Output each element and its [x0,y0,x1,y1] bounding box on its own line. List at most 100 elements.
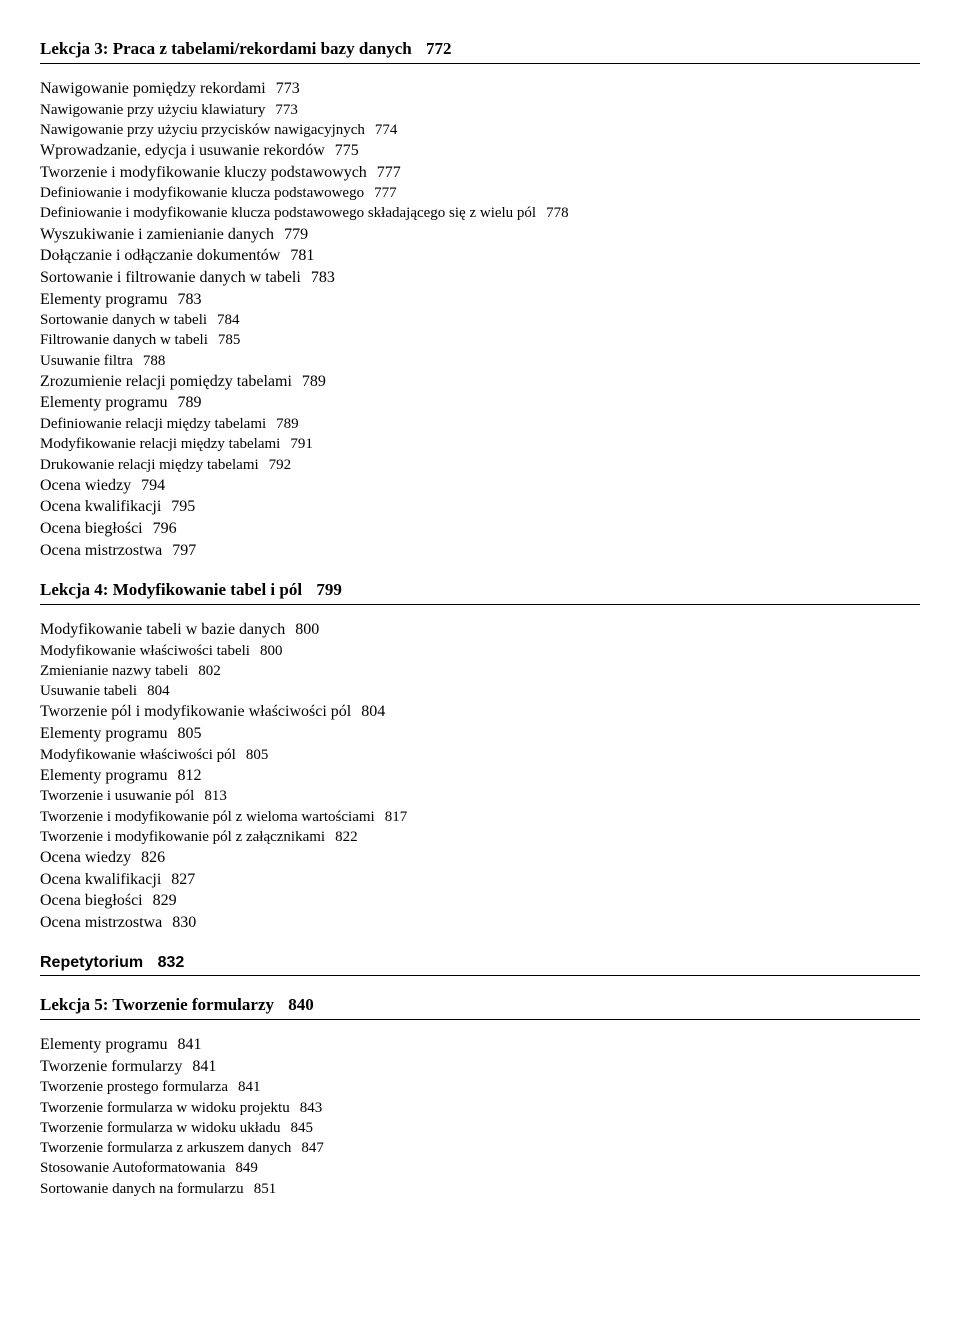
toc-entry-page: 783 [178,291,202,308]
toc-entry: Ocena biegłości829 [40,890,920,912]
toc-entry-title: Zmienianie nazwy tabeli [40,663,188,679]
toc-entry-title: Nawigowanie przy użyciu klawiatury [40,102,265,118]
toc-entry-page: 781 [290,247,314,264]
toc-entry: Definiowanie relacji między tabelami789 [40,414,920,434]
toc-entry-page: 813 [204,788,227,804]
toc-entry-title: Dołączanie i odłączanie dokumentów [40,247,280,264]
toc-entry-page: 788 [143,353,166,369]
toc-entry-page: 795 [171,498,195,515]
toc-entry-page: 841 [178,1036,202,1053]
toc-entry: Ocena mistrzostwa797 [40,540,920,562]
toc-entry-title: Modyfikowanie relacji między tabelami [40,436,280,452]
toc-entry-page: 805 [246,747,269,763]
toc-entry-page: 851 [254,1181,277,1197]
toc-entry: Tworzenie formularza w widoku projektu 84… [40,1098,920,1118]
toc-entry-title: Tworzenie i modyfikowanie pól z załączni… [40,829,325,845]
toc-entry-page: 826 [141,849,165,866]
toc-entry-title: Wyszukiwanie i zamienianie danych [40,226,274,243]
toc-entry-title: Sortowanie danych w tabeli [40,312,207,328]
lekcja5-title: Lekcja 5: Tworzenie formularzy [40,995,274,1014]
toc-entry-title: Usuwanie tabeli [40,683,137,699]
lekcja5-list: Elementy programu841 Tworzenie formularzy… [40,1034,920,1199]
toc-entry-title: Elementy programu [40,394,168,411]
toc-entry: Definiowanie i modyfikowanie klucza pods… [40,203,920,223]
toc-entry: Tworzenie prostego formularza841 [40,1077,920,1097]
toc-entry: Modyfikowanie właściwości pól805 [40,745,920,765]
toc-entry-page: 777 [374,185,397,201]
toc-entry: Zmienianie nazwy tabeli802 [40,661,920,681]
toc-entry-title: Ocena wiedzy [40,849,131,866]
toc-entry-page: 773 [275,102,298,118]
toc-entry-page: 800 [295,621,319,638]
toc-entry-page: 804 [361,703,385,720]
toc-entry: Elementy programu841 [40,1034,920,1056]
toc-entry-page: 778 [546,205,569,221]
toc-entry-page: 789 [302,373,326,390]
toc-entry: Modyfikowanie tabeli w bazie danych800 [40,619,920,641]
toc-entry: Tworzenie i modyfikowanie pól z załączni… [40,827,920,847]
toc-entry-title: Nawigowanie pomiędzy rekordami [40,80,266,97]
toc-entry-page: 843 [300,1100,323,1116]
toc-entry: Elementy programu 789 [40,392,920,414]
toc-entry-page: 841 [238,1079,261,1095]
toc-entry: Modyfikowanie relacji między tabelami 791 [40,434,920,454]
toc-entry: Ocena wiedzy794 [40,475,920,497]
toc-entry-title: Tworzenie formularzy [40,1058,182,1075]
toc-entry-title: Sortowanie danych na formularzu [40,1181,244,1197]
toc-entry-title: Stosowanie Autoformatowania [40,1160,225,1176]
toc-entry-title: Elementy programu [40,767,168,784]
toc-entry: Nawigowanie pomiędzy rekordami 773 [40,78,920,100]
toc-entry-title: Modyfikowanie właściwości tabeli [40,643,250,659]
toc-entry: Sortowanie i filtrowanie danych w tabeli… [40,267,920,289]
toc-entry-page: 791 [290,436,313,452]
toc-entry-page: 830 [172,914,196,931]
repet-title: Repetytorium [40,954,143,971]
lekcja3-list: Nawigowanie pomiędzy rekordami773Nawigow… [40,78,920,561]
toc-entry: Ocena kwalifikacji795 [40,496,920,518]
toc-entry-page: 784 [217,312,240,328]
toc-entry-title: Zrozumienie relacji pomiędzy tabelami [40,373,292,390]
toc-entry: Tworzenie pól i modyfikowanie właściwośc… [40,701,920,723]
toc-entry-title: Tworzenie formularza z arkuszem danych [40,1140,291,1156]
toc-entry: Definiowanie i modyfikowanie klucza pods… [40,183,920,203]
toc-entry: Tworzenie i modyfikowanie kluczy podstaw… [40,162,920,184]
toc-entry-page: 789 [178,394,202,411]
lekcja5-page: 840 [288,995,314,1014]
toc-entry-title: Definiowanie i modyfikowanie klucza pods… [40,205,536,221]
toc-entry: Tworzenie i usuwanie pól 813 [40,786,920,806]
toc-entry-title: Definiowanie i modyfikowanie klucza pods… [40,185,364,201]
toc-entry-page: 841 [192,1058,216,1075]
toc-entry: Sortowanie danych w tabeli 784 [40,310,920,330]
toc-entry-page: 777 [377,164,401,181]
toc-entry-title: Tworzenie formularza w widoku układu [40,1120,281,1136]
toc-entry: Elementy programu 783 [40,289,920,311]
toc-entry-page: 812 [178,767,202,784]
toc-entry-title: Filtrowanie danych w tabeli [40,332,208,348]
toc-entry: Zrozumienie relacji pomiędzy tabelami 789 [40,371,920,393]
toc-entry-title: Usuwanie filtra [40,353,133,369]
toc-entry: Tworzenie formularza w widoku układu845 [40,1118,920,1138]
toc-entry-title: Tworzenie i modyfikowanie kluczy podstaw… [40,164,367,181]
toc-entry: Dołączanie i odłączanie dokumentów 781 [40,245,920,267]
toc-entry-title: Tworzenie i usuwanie pól [40,788,194,804]
toc-entry-page: 817 [385,809,408,825]
toc-entry-page: 822 [335,829,358,845]
toc-entry: Ocena wiedzy 826 [40,847,920,869]
toc-entry-title: Drukowanie relacji między tabelami [40,457,259,473]
toc-entry: Drukowanie relacji między tabelami792 [40,455,920,475]
toc-entry-page: 785 [218,332,241,348]
toc-entry-title: Tworzenie i modyfikowanie pól z wieloma … [40,809,375,825]
toc-entry-title: Elementy programu [40,291,168,308]
toc-entry-page: 779 [284,226,308,243]
toc-entry-page: 827 [171,871,195,888]
toc-entry-title: Tworzenie formularza w widoku projektu [40,1100,290,1116]
toc-entry-page: 849 [235,1160,258,1176]
toc-entry-page: 805 [178,725,202,742]
toc-entry: Nawigowanie przy użyciu przycisków nawig… [40,120,920,140]
toc-entry-page: 829 [153,892,177,909]
lekcja4-list: Modyfikowanie tabeli w bazie danych800 Mo… [40,619,920,934]
toc-entry: Wyszukiwanie i zamienianie danych 779 [40,224,920,246]
repet-heading: Repetytorium 832 [40,952,920,977]
toc-entry-title: Nawigowanie przy użyciu przycisków nawig… [40,122,365,138]
toc-entry-page: 773 [276,80,300,97]
